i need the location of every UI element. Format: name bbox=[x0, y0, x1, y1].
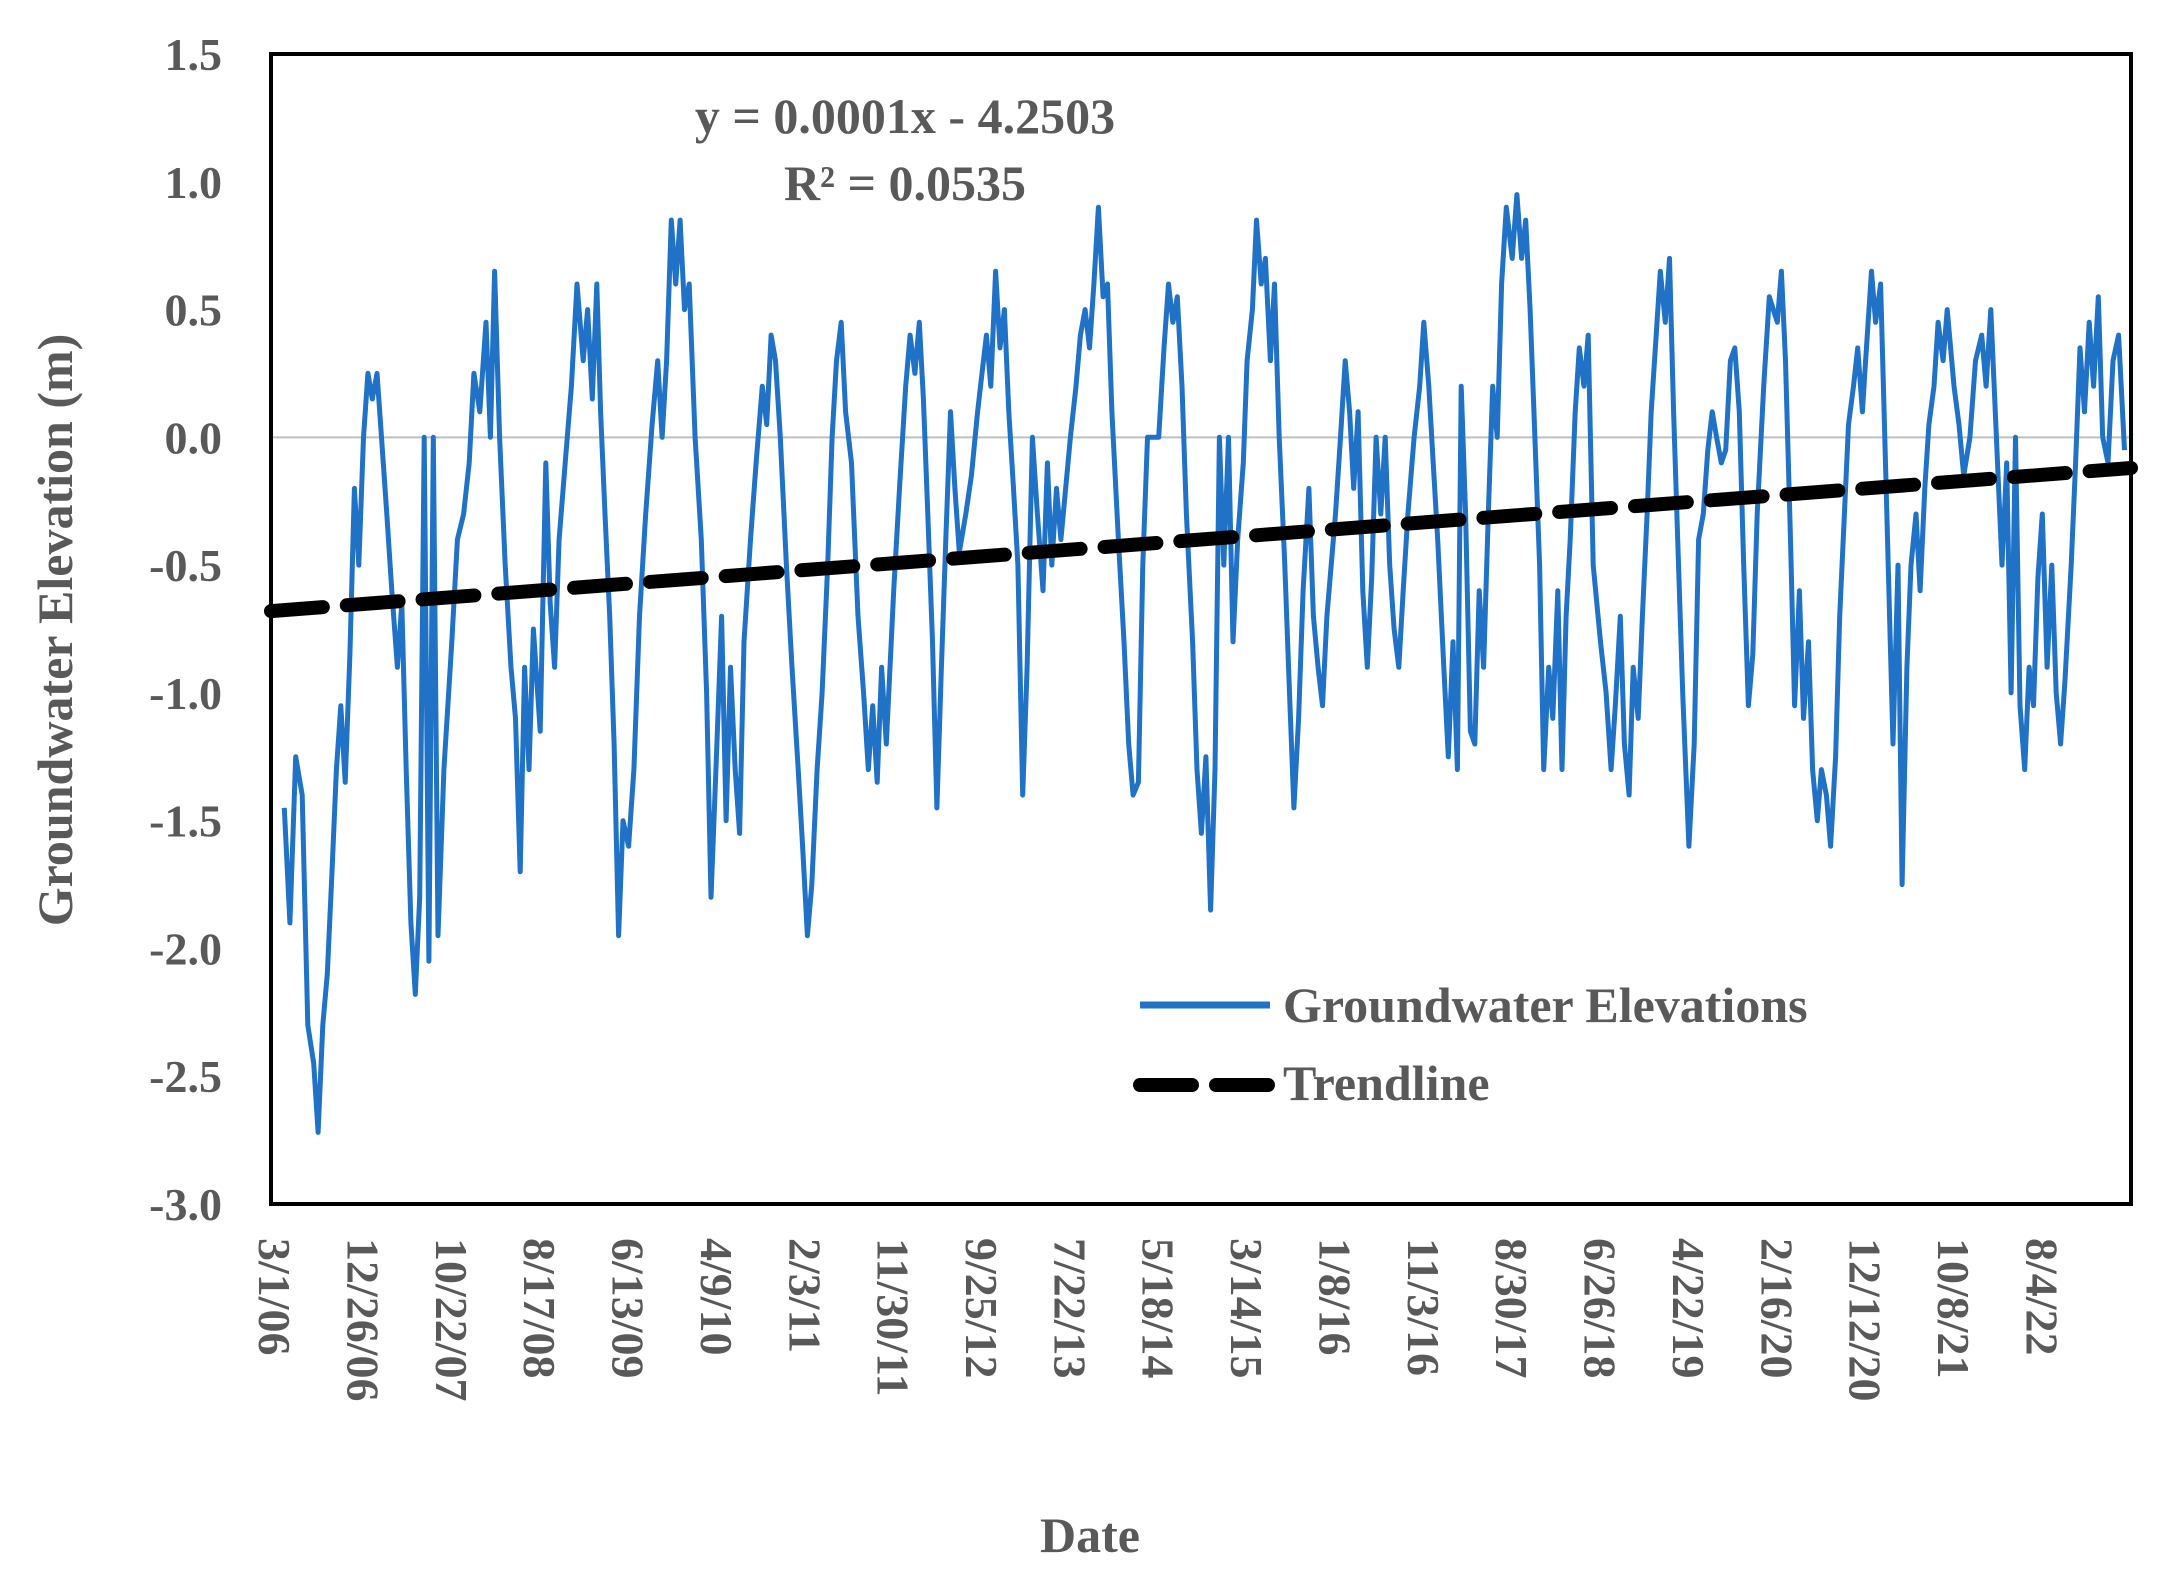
series-line-groundwater bbox=[281, 192, 2127, 1135]
y-tick-label: -3.0 bbox=[149, 1179, 222, 1230]
x-tick-label: 11/30/11 bbox=[868, 1238, 919, 1396]
r-squared: R² = 0.0535 bbox=[784, 155, 1026, 211]
legend-label-trendline: Trendline bbox=[1283, 1055, 1490, 1111]
x-tick-label: 10/8/21 bbox=[1928, 1238, 1979, 1379]
trend-equation: y = 0.0001x - 4.2503 bbox=[695, 88, 1115, 144]
x-tick-label: 4/9/10 bbox=[691, 1238, 742, 1356]
y-axis-title: Groundwater Elevation (m) bbox=[27, 334, 83, 927]
y-tick-label: -0.5 bbox=[149, 540, 222, 591]
x-tick-label: 8/17/08 bbox=[514, 1238, 565, 1379]
y-tick-label: 1.0 bbox=[165, 157, 223, 208]
x-tick-label: 3/1/06 bbox=[249, 1238, 300, 1356]
x-tick-label: 6/13/09 bbox=[603, 1238, 654, 1379]
x-tick-label: 8/30/17 bbox=[1486, 1238, 1537, 1379]
legend-label-groundwater: Groundwater Elevations bbox=[1283, 977, 1808, 1033]
x-tick-label: 4/22/19 bbox=[1663, 1238, 1714, 1379]
x-tick-label: 12/12/20 bbox=[1840, 1238, 1891, 1402]
y-tick-label: -2.0 bbox=[149, 923, 222, 974]
y-tick-label: 1.5 bbox=[165, 29, 223, 80]
x-tick-label: 3/14/15 bbox=[1221, 1238, 1272, 1379]
series-line-trendline bbox=[264, 461, 2138, 619]
x-tick-label: 2/3/11 bbox=[779, 1238, 830, 1353]
x-tick-label: 8/4/22 bbox=[2016, 1238, 2067, 1356]
y-tick-label: 0.5 bbox=[165, 285, 223, 336]
x-tick-label: 12/26/06 bbox=[338, 1238, 389, 1402]
x-tick-label: 9/25/12 bbox=[956, 1238, 1007, 1379]
y-tick-label: -2.5 bbox=[149, 1051, 222, 1102]
legend: Groundwater Elevations Trendline bbox=[1133, 977, 1808, 1111]
x-tick-label: 1/8/16 bbox=[1310, 1238, 1361, 1356]
x-tick-label: 7/22/13 bbox=[1044, 1238, 1095, 1379]
y-tick-label: 0.0 bbox=[165, 412, 223, 463]
x-tick-label: 2/16/20 bbox=[1751, 1238, 1802, 1379]
x-tick-label: 5/18/14 bbox=[1133, 1238, 1184, 1379]
x-tick-label: 11/3/16 bbox=[1398, 1238, 1449, 1376]
plot-area-border bbox=[269, 52, 2133, 1206]
y-tick-label: -1.0 bbox=[149, 668, 222, 719]
x-tick-label: 10/22/07 bbox=[426, 1238, 477, 1402]
x-tick-label: 6/26/18 bbox=[1575, 1238, 1626, 1379]
y-tick-label: -1.5 bbox=[149, 796, 222, 847]
x-axis-title: Date bbox=[1040, 1507, 1140, 1563]
